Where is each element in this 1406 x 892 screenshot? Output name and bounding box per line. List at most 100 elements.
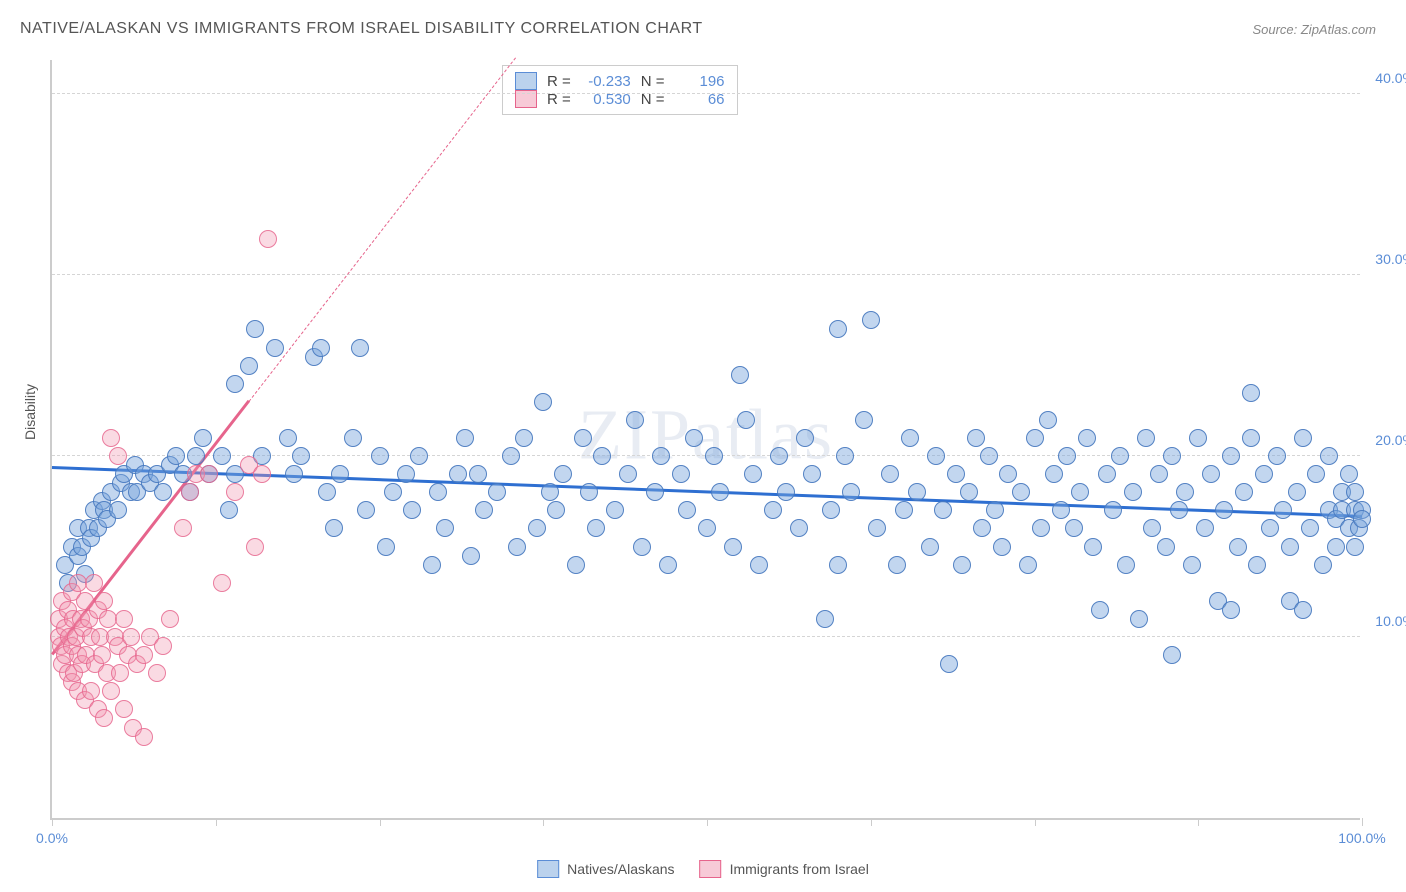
- data-point: [1320, 447, 1338, 465]
- data-point: [102, 682, 120, 700]
- data-point: [1130, 610, 1148, 628]
- data-point: [1117, 556, 1135, 574]
- data-point: [1019, 556, 1037, 574]
- data-point: [475, 501, 493, 519]
- data-point: [194, 429, 212, 447]
- data-point: [122, 628, 140, 646]
- data-point: [154, 483, 172, 501]
- data-point: [731, 366, 749, 384]
- data-point: [200, 465, 218, 483]
- source-attribution: Source: ZipAtlas.com: [1252, 22, 1376, 37]
- data-point: [1202, 465, 1220, 483]
- data-point: [1294, 601, 1312, 619]
- data-point: [934, 501, 952, 519]
- data-point: [161, 610, 179, 628]
- data-point: [174, 519, 192, 537]
- data-point: [908, 483, 926, 501]
- stats-row: R =-0.233N =196: [515, 72, 725, 90]
- data-point: [862, 311, 880, 329]
- data-point: [423, 556, 441, 574]
- data-point: [502, 447, 520, 465]
- scatter-chart: ZIPatlas R =-0.233N =196R =0.530N =66 10…: [50, 60, 1360, 820]
- data-point: [567, 556, 585, 574]
- data-point: [246, 538, 264, 556]
- data-point: [1327, 538, 1345, 556]
- data-point: [397, 465, 415, 483]
- data-point: [220, 501, 238, 519]
- data-point: [1242, 384, 1260, 402]
- data-point: [1084, 538, 1102, 556]
- stat-n-value: 196: [675, 73, 725, 90]
- data-point: [829, 320, 847, 338]
- data-point: [822, 501, 840, 519]
- data-point: [109, 447, 127, 465]
- data-point: [764, 501, 782, 519]
- data-point: [1157, 538, 1175, 556]
- data-point: [109, 501, 127, 519]
- data-point: [240, 357, 258, 375]
- data-point: [633, 538, 651, 556]
- data-point: [973, 519, 991, 537]
- x-tick: [216, 818, 217, 826]
- data-point: [881, 465, 899, 483]
- data-point: [1346, 538, 1364, 556]
- data-point: [226, 483, 244, 501]
- data-point: [1052, 501, 1070, 519]
- data-point: [1353, 510, 1371, 528]
- legend-swatch: [700, 860, 722, 878]
- data-point: [95, 709, 113, 727]
- data-point: [829, 556, 847, 574]
- data-point: [836, 447, 854, 465]
- data-point: [1012, 483, 1030, 501]
- data-point: [1222, 601, 1240, 619]
- data-point: [1058, 447, 1076, 465]
- data-point: [868, 519, 886, 537]
- data-point: [85, 574, 103, 592]
- data-point: [986, 501, 1004, 519]
- x-tick-label: 0.0%: [36, 830, 68, 846]
- data-point: [1111, 447, 1129, 465]
- data-point: [993, 538, 1011, 556]
- gridline: [52, 274, 1360, 275]
- data-point: [266, 339, 284, 357]
- legend-item: Immigrants from Israel: [700, 860, 869, 878]
- data-point: [187, 447, 205, 465]
- data-point: [967, 429, 985, 447]
- data-point: [580, 483, 598, 501]
- data-point: [953, 556, 971, 574]
- data-point: [940, 655, 958, 673]
- stat-n-label: N =: [641, 73, 665, 90]
- data-point: [1124, 483, 1142, 501]
- y-tick-label: 40.0%: [1375, 70, 1406, 86]
- data-point: [1176, 483, 1194, 501]
- x-tick: [707, 818, 708, 826]
- data-point: [331, 465, 349, 483]
- data-point: [1039, 411, 1057, 429]
- data-point: [652, 447, 670, 465]
- data-point: [1143, 519, 1161, 537]
- data-point: [790, 519, 808, 537]
- data-point: [770, 447, 788, 465]
- data-point: [456, 429, 474, 447]
- data-point: [528, 519, 546, 537]
- data-point: [1071, 483, 1089, 501]
- legend-label: Natives/Alaskans: [567, 861, 674, 877]
- data-point: [777, 483, 795, 501]
- data-point: [921, 538, 939, 556]
- data-point: [698, 519, 716, 537]
- data-point: [1215, 501, 1233, 519]
- data-point: [167, 447, 185, 465]
- x-tick: [871, 818, 872, 826]
- x-tick: [543, 818, 544, 826]
- data-point: [711, 483, 729, 501]
- bottom-legend: Natives/Alaskans Immigrants from Israel: [537, 860, 869, 878]
- legend-item: Natives/Alaskans: [537, 860, 674, 878]
- data-point: [102, 429, 120, 447]
- data-point: [1307, 465, 1325, 483]
- data-point: [1340, 465, 1358, 483]
- data-point: [678, 501, 696, 519]
- data-point: [1183, 556, 1201, 574]
- data-point: [351, 339, 369, 357]
- data-point: [1314, 556, 1332, 574]
- data-point: [403, 501, 421, 519]
